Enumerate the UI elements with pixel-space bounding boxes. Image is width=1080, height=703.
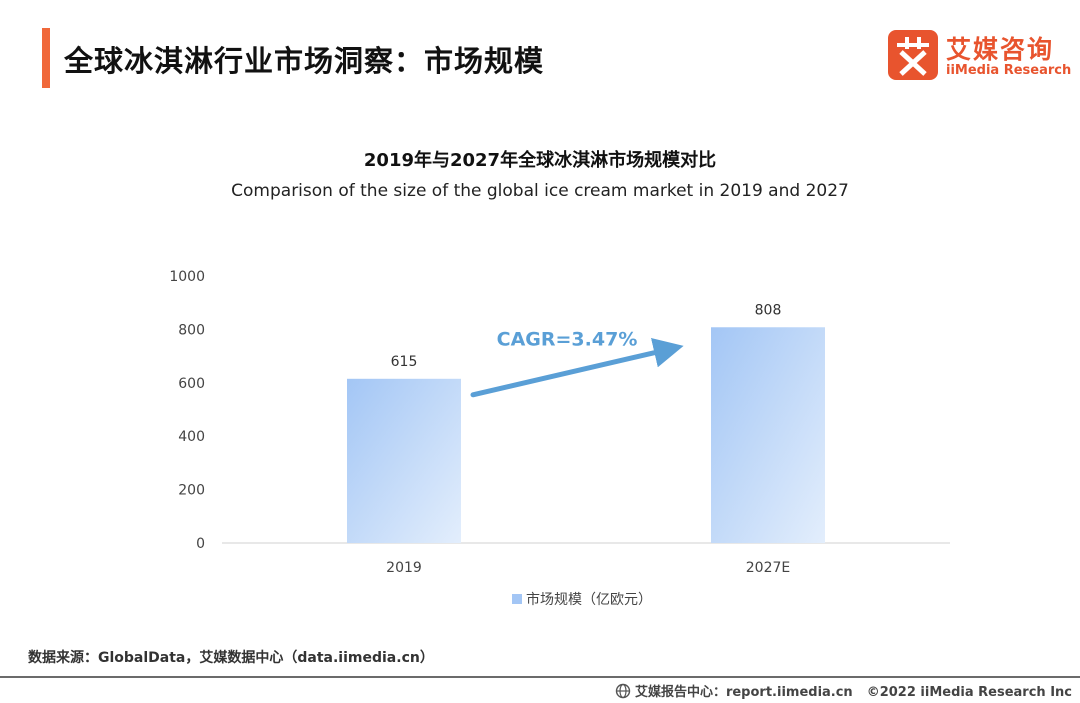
- chart-title: 2019年与2027年全球冰淇淋市场规模对比: [363, 150, 717, 171]
- bar-2019: [347, 378, 461, 543]
- iimedia-logo-icon: [888, 30, 938, 80]
- legend-label: 市场规模（亿欧元）: [526, 591, 652, 608]
- cagr-annotation: CAGR=3.47%: [497, 328, 638, 350]
- y-tick-label: 200: [178, 483, 205, 499]
- chart-legend: 市场规模（亿欧元）: [512, 591, 652, 608]
- y-tick-label: 600: [178, 376, 205, 392]
- legend-swatch: [512, 594, 522, 604]
- chart-subtitle: Comparison of the size of the global ice…: [231, 181, 849, 201]
- cagr-arrow: [470, 338, 684, 398]
- y-tick-label: 0: [196, 536, 205, 552]
- footer: 艾媒报告中心：report.iimedia.cn ©2022 iiMedia Re…: [615, 681, 1072, 703]
- data-label: 615: [391, 354, 418, 370]
- x-tick-label: 2027E: [746, 560, 790, 576]
- globe-icon: [615, 683, 631, 703]
- y-tick-label: 800: [178, 322, 205, 338]
- footer-divider: [0, 676, 1080, 678]
- data-label: 808: [755, 302, 782, 318]
- x-tick-label: 2019: [386, 560, 422, 576]
- logo-text-en: iiMedia Research: [946, 63, 1072, 78]
- data-source: 数据来源：GlobalData，艾媒数据中心（data.iimedia.cn）: [28, 650, 434, 666]
- brand-logo: 艾媒咨询 iiMedia Research: [888, 30, 1071, 82]
- y-tick-label: 1000: [169, 269, 205, 285]
- y-tick-label: 400: [178, 429, 205, 445]
- page-title: 全球冰淇淋行业市场洞察：市场规模: [64, 44, 545, 78]
- logo-text-cn: 艾媒咨询: [946, 35, 1055, 64]
- title-accent-bar: [42, 28, 50, 88]
- report-center-link[interactable]: 艾媒报告中心：report.iimedia.cn: [634, 685, 853, 700]
- copyright: ©2022 iiMedia Research Inc: [866, 685, 1072, 700]
- bar-2027E: [711, 327, 825, 543]
